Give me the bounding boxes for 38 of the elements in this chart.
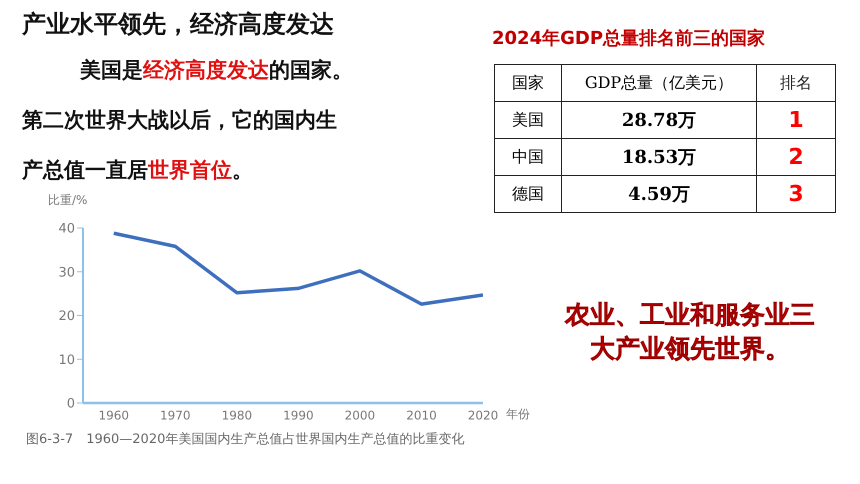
text: 世界首位: [148, 158, 232, 182]
y-tick-label: 30: [58, 265, 75, 280]
x-tick-label: 1980: [222, 408, 252, 423]
text: 28.78万: [562, 102, 756, 138]
text: 第二次世界大战以后，它的国内生: [22, 107, 337, 134]
x-tick-label: 1970: [160, 408, 191, 423]
text: 2: [756, 138, 836, 176]
text: 美国是: [80, 58, 143, 82]
text: 农业、工业和服务业三大产业领先世界。: [564, 299, 816, 365]
x-tick-label: 2020: [468, 408, 498, 423]
y-tick-label: 10: [58, 352, 75, 368]
text: 经济高度发达: [143, 58, 269, 82]
x-tick-label: 2000: [344, 408, 376, 423]
text: 。: [232, 158, 253, 182]
y-tick-label: 40: [58, 222, 75, 237]
y-tick-label: 20: [58, 309, 75, 324]
text: 中国: [494, 138, 562, 176]
text: 国家: [494, 64, 562, 102]
y-axis-title: 比重/%: [48, 192, 88, 209]
text: 产总值一直居: [22, 158, 148, 182]
y-tick-label: 0: [66, 396, 75, 412]
chart-title: 产业水平领先，经济高度发达: [22, 9, 334, 40]
text: 18.53万: [562, 138, 756, 176]
x-tick-label: 1960: [98, 408, 130, 423]
text: 2024年GDP总量排名前三的国家: [492, 27, 766, 50]
text: 1: [756, 102, 836, 138]
text: 德国: [494, 176, 562, 212]
text: 3: [756, 176, 836, 212]
x-tick-label: 2010: [406, 408, 437, 423]
text: 4.59万: [562, 176, 756, 212]
x-tick-label: 1990: [283, 408, 314, 423]
line-series: [112, 232, 483, 306]
text: 的国家。: [269, 58, 353, 82]
caption: 图6-3-7 1960—2020年美国国内生产总值占世界国内生产总值的比重变化: [26, 431, 464, 448]
text: GDP总量（亿美元）: [562, 64, 756, 102]
x-axis-title: 年份: [506, 406, 530, 423]
text: 美国: [494, 102, 562, 138]
text: 排名: [756, 64, 836, 102]
